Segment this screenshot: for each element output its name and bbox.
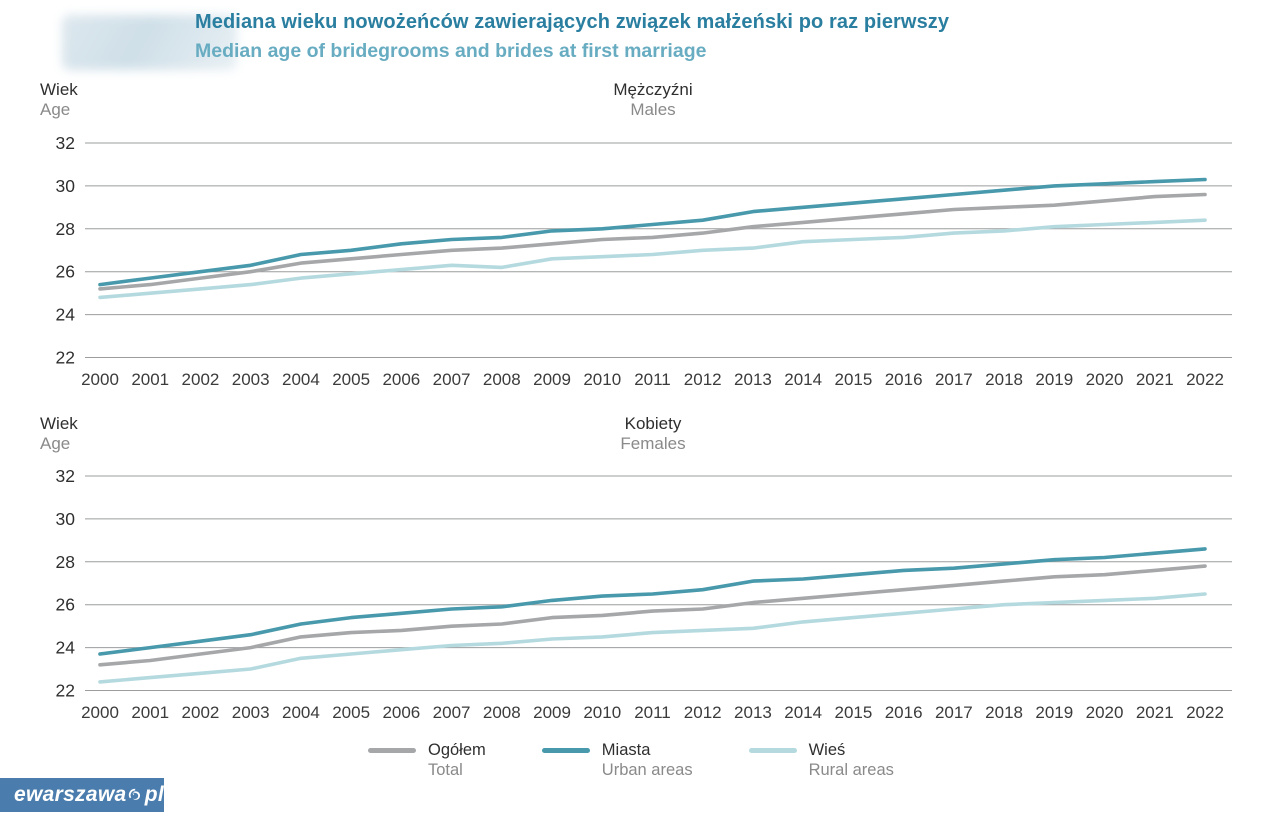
legend-label-total-pl: Ogółem <box>428 741 486 759</box>
y-tick-label: 22 <box>56 681 75 701</box>
legend: Ogółem Total Miasta Urban areas Wieś Rur… <box>368 740 894 780</box>
x-tick-label: 2000 <box>81 703 119 722</box>
y-axis-unit-label-females: Wiek Age <box>40 414 78 454</box>
series-line-total <box>98 192 1207 291</box>
chart-title-females-pl: Kobiety <box>624 414 682 433</box>
legend-label-urban-en: Urban areas <box>601 761 693 779</box>
x-tick-label: 2010 <box>583 370 621 389</box>
chart-title-males-en: Males <box>630 100 676 119</box>
x-tick-label: 2004 <box>282 370 320 389</box>
legend-item-rural: Wieś Rural areas <box>748 740 894 780</box>
series-line-urban <box>98 177 1207 287</box>
legend-swatch-total-icon <box>368 748 416 753</box>
warsaw-mermaid-icon <box>129 788 141 800</box>
chart-title-females-en: Females <box>620 434 686 453</box>
x-tick-label: 2017 <box>935 703 973 722</box>
series-line-rural <box>98 592 1207 684</box>
series-line-total <box>98 564 1207 667</box>
y-tick-label: 32 <box>56 466 75 486</box>
x-tick-label: 2011 <box>634 370 671 389</box>
legend-label-rural-en: Rural areas <box>808 761 894 779</box>
y-tick-label: 24 <box>56 638 76 658</box>
series-line-rural <box>98 218 1207 300</box>
chart-title-females: Kobiety Females <box>553 414 753 454</box>
x-tick-label: 2022 <box>1186 703 1224 722</box>
x-tick-label: 2016 <box>885 370 923 389</box>
x-tick-label: 2012 <box>684 370 722 389</box>
x-tick-label: 2004 <box>282 703 320 722</box>
x-tick-label: 2007 <box>433 370 471 389</box>
chart-title-males: Mężczyźni Males <box>553 80 753 120</box>
y-axis-unit-en: Age <box>40 434 71 453</box>
y-tick-label: 24 <box>56 305 76 325</box>
x-tick-label: 2014 <box>784 370 822 389</box>
line-chart-males: 32 30 28 26 24 22 2000 2001 2002 2003 2004 2005 2006… <box>56 133 1232 389</box>
x-tick-label: 2011 <box>634 703 671 722</box>
x-tick-label: 2009 <box>533 370 571 389</box>
x-tick-label: 2021 <box>1136 703 1174 722</box>
y-axis-unit-pl: Wiek <box>40 80 78 99</box>
y-tick-label: 28 <box>56 219 75 239</box>
legend-swatch-urban-icon <box>541 748 590 753</box>
x-tick-label: 2012 <box>684 703 722 722</box>
y-tick-label: 26 <box>56 595 75 615</box>
y-tick-label: 28 <box>56 552 75 572</box>
x-tick-label: 2010 <box>583 703 621 722</box>
x-tick-label: 2015 <box>834 703 872 722</box>
legend-label-urban-pl: Miasta <box>601 741 651 759</box>
line-chart-females: 32 30 28 26 24 22 2000 2001 2002 2003 2004 2005 2006… <box>56 466 1232 722</box>
x-tick-label: 2006 <box>382 703 420 722</box>
x-tick-label: 2003 <box>232 370 270 389</box>
x-tick-label: 2005 <box>332 370 370 389</box>
legend-item-urban: Miasta Urban areas <box>541 740 693 780</box>
x-tick-label: 2001 <box>131 370 169 389</box>
y-axis-unit-pl: Wiek <box>40 414 78 433</box>
y-axis-unit-en: Age <box>40 100 71 119</box>
x-tick-label: 2003 <box>232 703 270 722</box>
x-tick-label: 2002 <box>182 703 220 722</box>
footer-watermark: ewarszawa pl <box>0 778 164 812</box>
page-title: Mediana wieku nowożeńców zawierających z… <box>195 11 950 33</box>
legend-label-total-en: Total <box>428 761 463 779</box>
x-tick-label: 2013 <box>734 703 772 722</box>
y-tick-label: 32 <box>56 133 75 153</box>
x-tick-label: 2018 <box>985 703 1023 722</box>
x-tick-label: 2009 <box>533 703 571 722</box>
x-tick-label: 2007 <box>433 703 471 722</box>
x-tick-label: 2019 <box>1035 370 1073 389</box>
x-tick-label: 2018 <box>985 370 1023 389</box>
footer-text-left: ewarszawa <box>14 783 127 806</box>
x-tick-label: 2000 <box>81 370 119 389</box>
x-tick-label: 2008 <box>483 703 521 722</box>
x-tick-label: 2001 <box>131 703 169 722</box>
x-tick-label: 2005 <box>332 703 370 722</box>
x-tick-label: 2013 <box>734 370 772 389</box>
legend-item-total: Ogółem Total <box>368 740 486 780</box>
x-tick-label: 2020 <box>1086 370 1124 389</box>
y-axis-unit-label-males: Wiek Age <box>40 80 78 120</box>
x-tick-label: 2006 <box>382 370 420 389</box>
x-tick-label: 2014 <box>784 703 822 722</box>
x-tick-label: 2002 <box>182 370 220 389</box>
x-tick-label: 2019 <box>1035 703 1073 722</box>
chart-title-males-pl: Mężczyźni <box>613 80 693 99</box>
blurred-publisher-logo <box>62 15 237 70</box>
x-tick-label: 2021 <box>1136 370 1174 389</box>
legend-swatch-rural-icon <box>748 748 797 753</box>
footer-text-right: pl <box>144 783 164 806</box>
y-tick-label: 22 <box>56 348 75 368</box>
x-tick-label: 2017 <box>935 370 973 389</box>
page-subtitle: Median age of bridegrooms and brides at … <box>195 40 707 62</box>
x-tick-label: 2015 <box>834 370 872 389</box>
legend-label-rural-pl: Wieś <box>808 741 846 759</box>
x-tick-label: 2022 <box>1186 370 1224 389</box>
x-tick-label: 2020 <box>1086 703 1124 722</box>
y-tick-label: 30 <box>56 176 76 196</box>
series-line-urban <box>98 547 1207 656</box>
y-tick-label: 30 <box>56 509 76 529</box>
x-tick-label: 2016 <box>885 703 923 722</box>
x-tick-label: 2008 <box>483 370 521 389</box>
y-tick-label: 26 <box>56 262 75 282</box>
